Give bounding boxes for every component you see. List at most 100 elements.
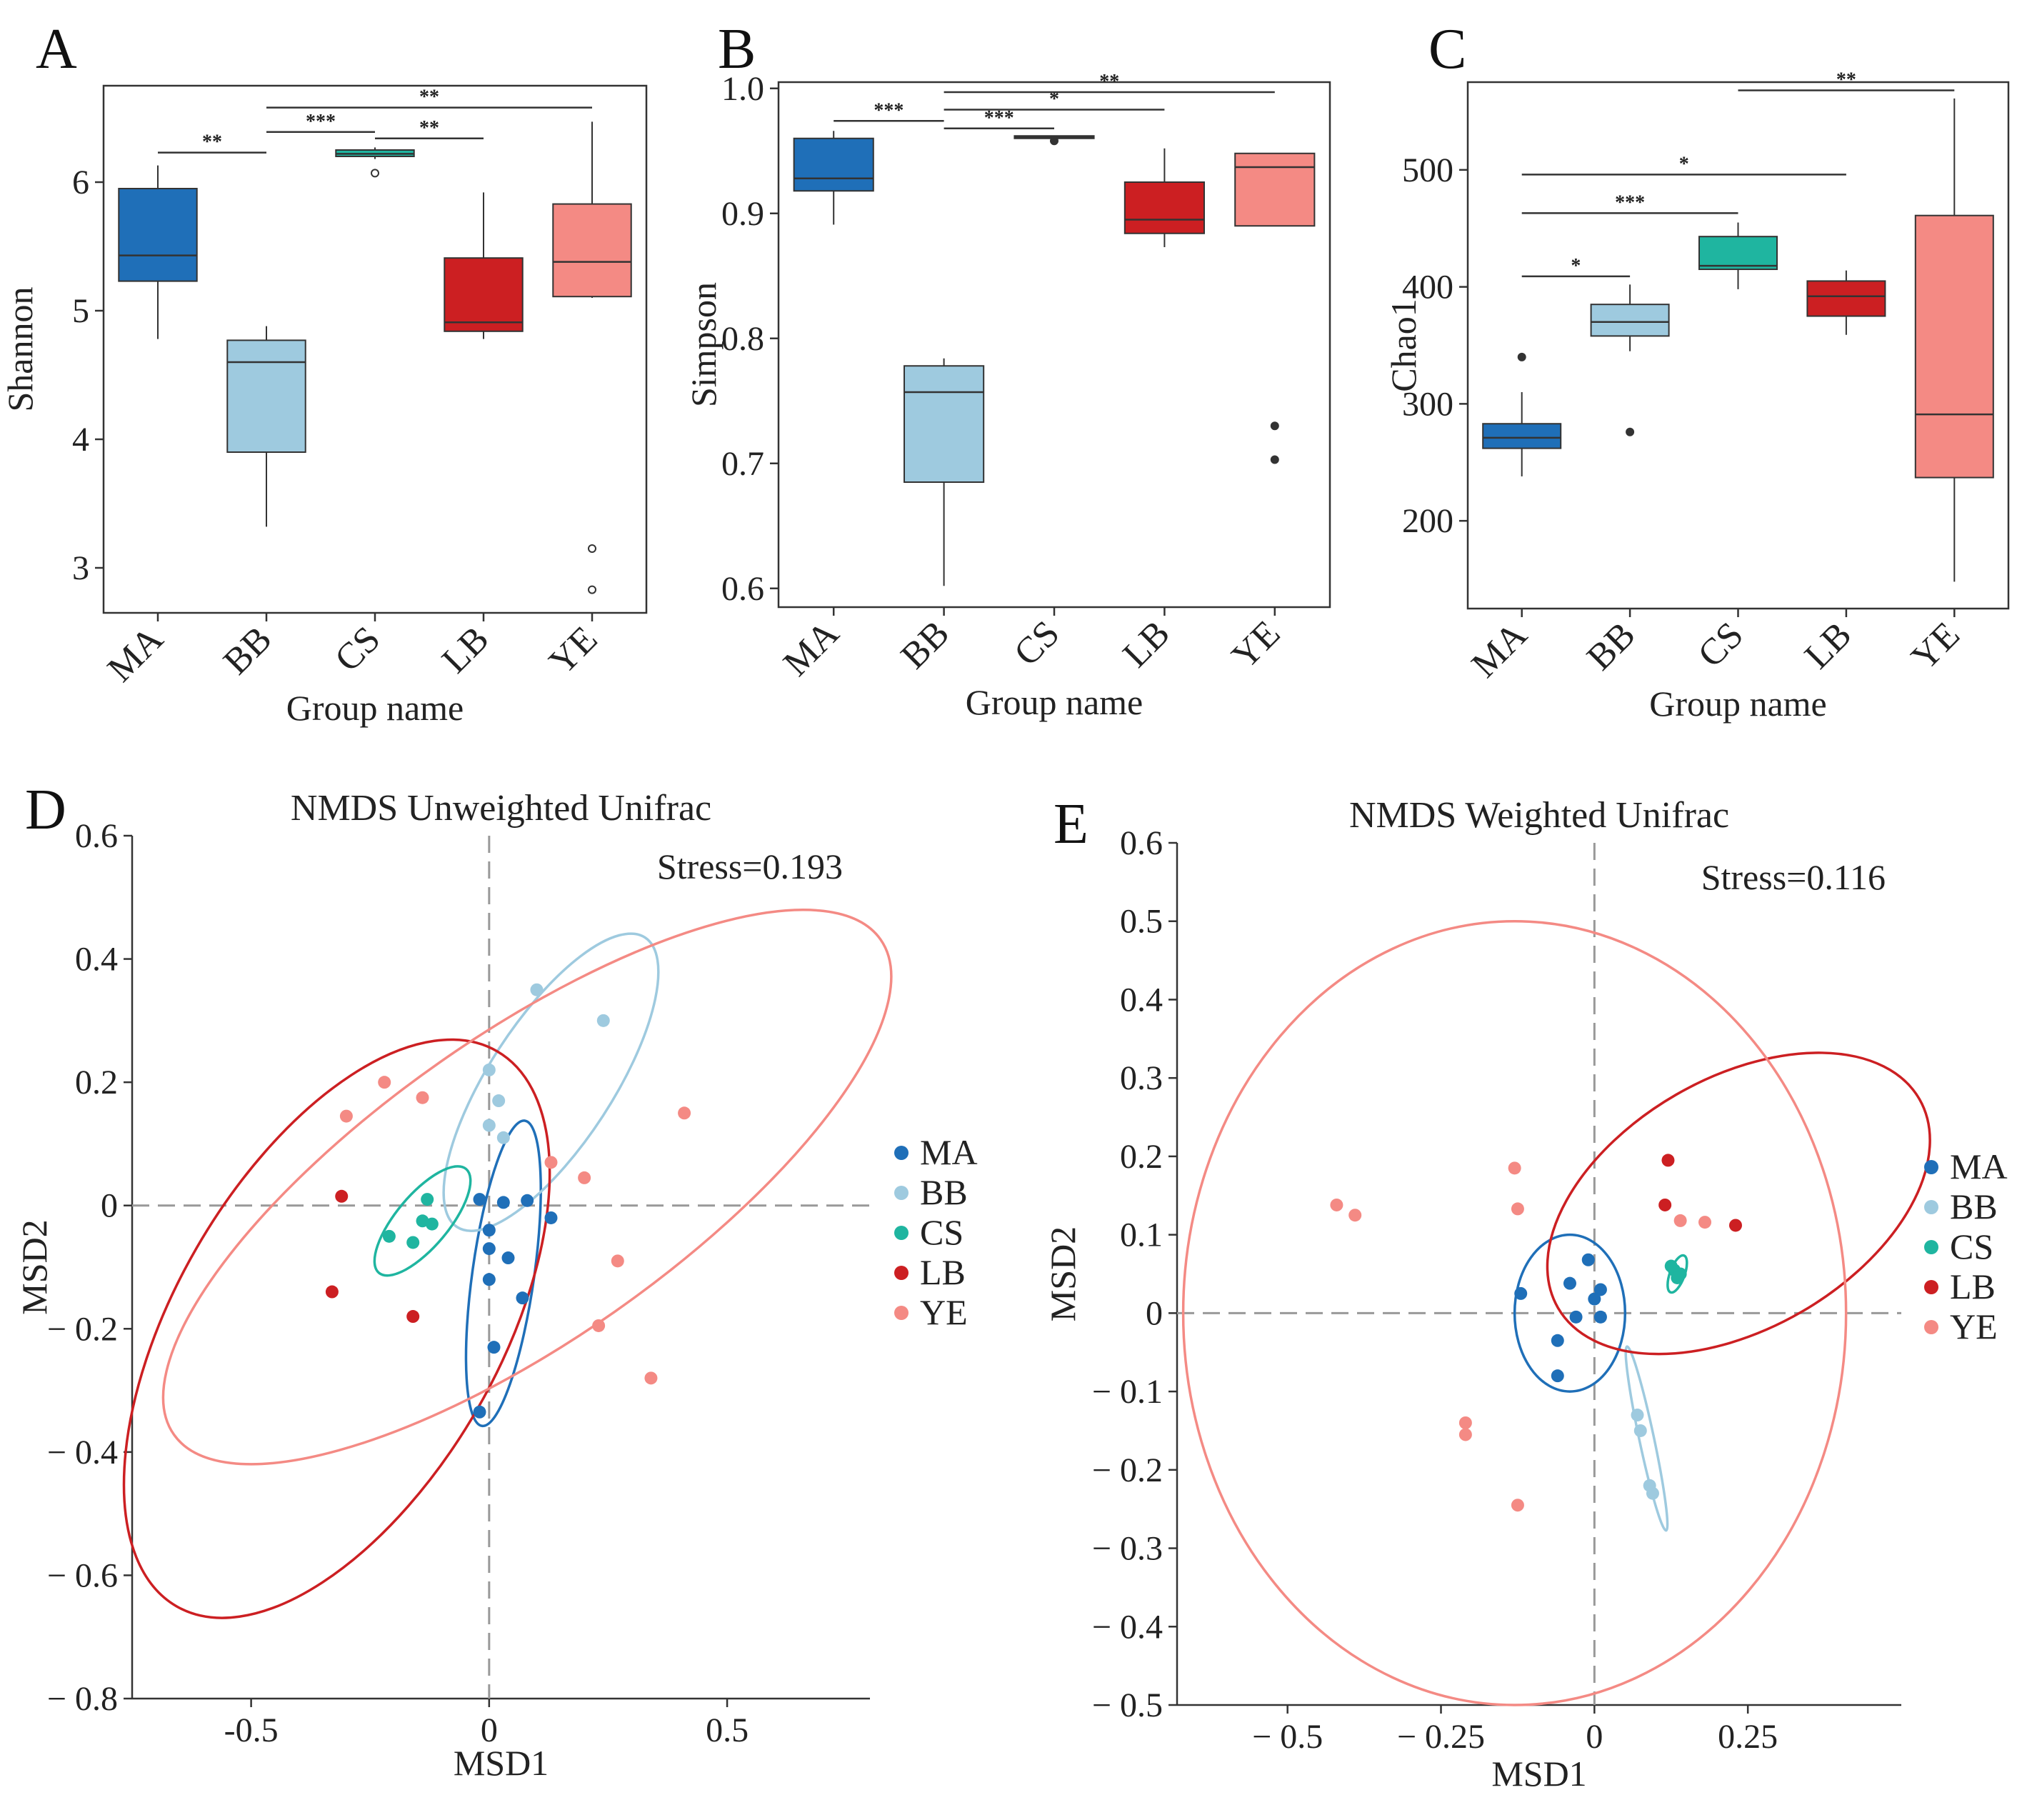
point-ye <box>1330 1198 1343 1211</box>
plot-frame <box>102 84 648 614</box>
legend-label-lb: LB <box>920 1252 966 1292</box>
legend-marker-cs <box>894 1226 909 1240</box>
x-tick-label: LB <box>1797 614 1859 676</box>
y-tick-label: 0.8 <box>721 320 764 358</box>
y-tick-label: 0.4 <box>75 941 118 979</box>
box-outlier-ye <box>588 544 596 553</box>
legend-marker-ye <box>1924 1320 1938 1334</box>
y-tick-label: − 0.2 <box>1092 1451 1163 1489</box>
point-cs <box>425 1217 439 1231</box>
confidence-ellipse-bb <box>1624 1345 1669 1532</box>
confidence-ellipse-lb <box>1546 1051 1931 1356</box>
legend-marker-cs <box>1924 1240 1938 1254</box>
point-ma <box>1593 1283 1607 1296</box>
point-ma <box>1551 1334 1564 1347</box>
x-tick-label: BB <box>894 613 957 676</box>
x-axis-title: Group name <box>286 688 464 728</box>
significance-label: ** <box>419 117 439 139</box>
point-bb <box>1633 1424 1647 1437</box>
x-axis-title: MSD1 <box>1491 1754 1586 1794</box>
point-ye <box>578 1171 591 1184</box>
panel-letter-d: D <box>25 779 66 841</box>
y-tick-label: 0.6 <box>721 570 764 608</box>
legend-marker-ma <box>1924 1160 1938 1174</box>
confidence-ellipse-ye <box>1181 919 1848 1706</box>
significance-label: *** <box>984 107 1014 129</box>
panel-letter-e: E <box>1053 793 1088 856</box>
legend-label-ye: YE <box>1950 1306 1998 1346</box>
panel-c: C 200 300 400 500 MA BB CS LB YE Group name Chao1 *… <box>1383 18 2010 724</box>
significance-label: *** <box>1615 191 1645 214</box>
confidence-ellipse-cs <box>373 1165 472 1277</box>
point-ma <box>544 1211 558 1224</box>
x-tick-label: LB <box>434 619 496 681</box>
x-tick-label: MA <box>1464 614 1536 686</box>
point-ma <box>482 1224 496 1237</box>
y-tick-label: 0.2 <box>1120 1138 1163 1176</box>
point-ma <box>482 1242 496 1256</box>
point-ma <box>1563 1276 1576 1290</box>
point-ye <box>1348 1209 1362 1222</box>
legend-marker-lb <box>894 1266 909 1280</box>
y-tick-label: 400 <box>1402 269 1453 306</box>
legend-marker-lb <box>1924 1280 1938 1294</box>
box-bb <box>226 339 306 453</box>
y-tick-label: 300 <box>1402 385 1453 423</box>
panel-letter-b: B <box>718 18 756 81</box>
significance-label: *** <box>874 99 904 121</box>
point-ma <box>521 1194 534 1207</box>
point-ma <box>473 1193 486 1206</box>
legend-label-cs: CS <box>920 1212 964 1252</box>
y-tick-label: − 0.4 <box>1092 1608 1163 1646</box>
y-tick-label: − 0.2 <box>47 1310 118 1348</box>
point-ye <box>339 1109 353 1123</box>
x-tick-label: YE <box>1224 613 1288 676</box>
x-tick-label: CS <box>1006 613 1067 674</box>
y-tick-label: 0.4 <box>1120 981 1163 1019</box>
point-ma <box>496 1196 510 1209</box>
x-tick-label: MA <box>776 613 847 684</box>
legend-label-ma: MA <box>1950 1146 2008 1186</box>
significance-label: *** <box>306 111 336 133</box>
stress-label: Stress=0.116 <box>1701 857 1886 897</box>
box-bb <box>904 365 985 483</box>
point-cs <box>1671 1271 1684 1284</box>
significance-label: * <box>1571 255 1581 277</box>
x-tick-label: CS <box>327 619 388 679</box>
point-ye <box>1511 1499 1524 1512</box>
box-lb <box>444 257 524 332</box>
point-ye <box>416 1091 429 1104</box>
point-ma <box>487 1341 501 1354</box>
point-bb <box>596 1014 610 1027</box>
point-ye <box>544 1156 558 1169</box>
confidence-ellipse-ma <box>464 1119 542 1428</box>
legend-label-cs: CS <box>1950 1226 1993 1266</box>
y-tick-label: 0 <box>101 1187 118 1225</box>
box-lb <box>1806 280 1886 317</box>
y-tick-label: 0.3 <box>1120 1059 1163 1097</box>
x-tick-label: − 0.25 <box>1397 1718 1485 1756</box>
y-axis-title: MSD2 <box>1043 1226 1083 1321</box>
point-cs <box>406 1236 420 1249</box>
point-bb <box>496 1131 510 1144</box>
point-lb <box>335 1189 349 1203</box>
y-tick-label: 1.0 <box>721 70 764 108</box>
significance-label: ** <box>1836 69 1856 91</box>
point-ma <box>1581 1253 1595 1266</box>
point-ye <box>678 1106 691 1120</box>
y-tick-label: − 0.6 <box>47 1556 118 1594</box>
point-ma <box>1593 1310 1607 1324</box>
significance-label: ** <box>202 131 222 154</box>
box-outlier-cs <box>1050 136 1058 146</box>
x-axis-title: Group name <box>966 682 1143 722</box>
box-ma <box>1482 423 1562 449</box>
y-tick-label: 6 <box>72 164 89 201</box>
panel-b: B 0.6 0.7 0.8 0.9 1.0 MA BB CS LB YE Group name Sim… <box>684 18 1331 722</box>
point-ma <box>1569 1310 1583 1324</box>
y-tick-label: − 0.5 <box>1092 1686 1163 1724</box>
y-tick-label: 0.7 <box>721 445 764 483</box>
confidence-ellipse-ye <box>161 909 893 1466</box>
x-tick-label: 0 <box>1586 1718 1603 1756</box>
